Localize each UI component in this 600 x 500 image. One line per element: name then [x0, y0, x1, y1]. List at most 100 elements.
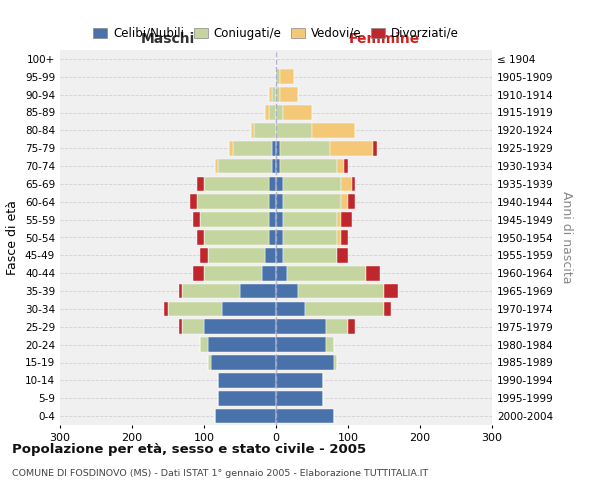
Bar	[208, 248, 265, 262]
Bar	[326, 320, 348, 334]
Bar	[215, 409, 276, 424]
Bar	[341, 176, 352, 191]
Bar	[218, 391, 276, 406]
Bar	[182, 284, 240, 298]
Bar	[269, 194, 276, 209]
Bar	[272, 158, 276, 174]
Bar	[269, 88, 272, 102]
Bar	[276, 409, 334, 424]
Bar	[204, 176, 269, 191]
Bar	[305, 302, 384, 316]
Text: Maschi: Maschi	[141, 32, 195, 46]
Bar	[276, 338, 326, 352]
Bar	[366, 266, 380, 280]
Bar	[265, 248, 276, 262]
Bar	[276, 284, 298, 298]
Bar	[269, 230, 276, 245]
Bar	[276, 248, 283, 262]
Bar	[200, 338, 208, 352]
Bar	[341, 194, 348, 209]
Bar	[334, 355, 337, 370]
Bar	[280, 141, 330, 156]
Bar	[218, 373, 276, 388]
Bar	[218, 158, 272, 174]
Bar	[276, 158, 280, 174]
Bar	[287, 266, 366, 280]
Bar	[269, 212, 276, 227]
Bar	[276, 373, 323, 388]
Bar	[283, 230, 337, 245]
Bar	[204, 230, 269, 245]
Bar	[283, 105, 312, 120]
Bar	[197, 176, 204, 191]
Bar	[276, 194, 283, 209]
Bar	[254, 123, 276, 138]
Bar	[283, 194, 341, 209]
Bar	[193, 266, 204, 280]
Bar	[272, 88, 276, 102]
Bar	[190, 194, 197, 209]
Y-axis label: Anni di nascita: Anni di nascita	[560, 191, 573, 284]
Bar	[373, 141, 377, 156]
Bar	[276, 123, 312, 138]
Bar	[276, 230, 283, 245]
Bar	[276, 88, 280, 102]
Bar	[182, 320, 204, 334]
Bar	[276, 212, 283, 227]
Bar	[330, 141, 373, 156]
Bar	[280, 88, 298, 102]
Y-axis label: Fasce di età: Fasce di età	[7, 200, 19, 275]
Bar	[262, 266, 276, 280]
Bar	[272, 141, 276, 156]
Bar	[280, 158, 337, 174]
Bar	[276, 302, 305, 316]
Bar	[283, 212, 337, 227]
Bar	[283, 176, 341, 191]
Bar	[251, 123, 254, 138]
Bar	[337, 248, 348, 262]
Text: Femmine: Femmine	[349, 32, 419, 46]
Bar	[326, 338, 334, 352]
Bar	[276, 320, 326, 334]
Bar	[337, 158, 344, 174]
Bar	[384, 284, 398, 298]
Bar	[200, 212, 269, 227]
Bar	[197, 230, 204, 245]
Bar	[344, 158, 348, 174]
Bar	[269, 105, 276, 120]
Bar	[276, 391, 323, 406]
Bar	[265, 105, 269, 120]
Bar	[222, 302, 276, 316]
Bar	[283, 248, 337, 262]
Bar	[168, 302, 222, 316]
Text: COMUNE DI FOSDINOVO (MS) - Dati ISTAT 1° gennaio 2005 - Elaborazione TUTTITALIA.: COMUNE DI FOSDINOVO (MS) - Dati ISTAT 1°…	[12, 469, 428, 478]
Bar	[233, 141, 272, 156]
Bar	[348, 194, 355, 209]
Bar	[276, 141, 280, 156]
Text: Popolazione per età, sesso e stato civile - 2005: Popolazione per età, sesso e stato civil…	[12, 442, 366, 456]
Bar	[276, 355, 334, 370]
Legend: Celibi/Nubili, Coniugati/e, Vedovi/e, Divorziati/e: Celibi/Nubili, Coniugati/e, Vedovi/e, Di…	[88, 22, 464, 44]
Bar	[348, 320, 355, 334]
Bar	[276, 176, 283, 191]
Bar	[276, 266, 287, 280]
Bar	[352, 176, 355, 191]
Bar	[337, 230, 341, 245]
Bar	[384, 302, 391, 316]
Bar	[179, 284, 182, 298]
Bar	[280, 70, 294, 84]
Bar	[215, 158, 218, 174]
Bar	[211, 355, 276, 370]
Bar	[229, 141, 233, 156]
Bar	[204, 266, 262, 280]
Bar	[197, 194, 269, 209]
Bar	[240, 284, 276, 298]
Bar	[193, 212, 200, 227]
Bar	[312, 123, 355, 138]
Bar	[276, 70, 280, 84]
Bar	[164, 302, 168, 316]
Bar	[179, 320, 182, 334]
Bar	[204, 320, 276, 334]
Bar	[276, 105, 283, 120]
Bar	[208, 355, 211, 370]
